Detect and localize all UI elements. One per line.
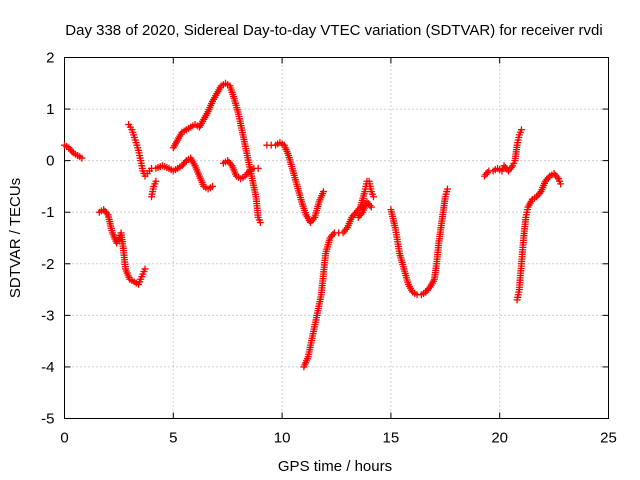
series-s8 <box>300 177 377 371</box>
series-s1 <box>61 141 86 162</box>
series-s3 <box>125 121 216 193</box>
y-tick-label: 2 <box>46 50 54 67</box>
data-point <box>517 126 525 134</box>
data-point <box>152 177 160 185</box>
y-tick-label: -4 <box>41 359 54 376</box>
data-point <box>369 193 377 201</box>
grid-lines <box>64 57 609 419</box>
plot-frame <box>64 57 609 419</box>
data-point <box>367 203 375 211</box>
chart-title: Day 338 of 2020, Sidereal Day-to-day VTE… <box>65 22 602 39</box>
data-point <box>319 188 327 196</box>
data-point <box>141 265 149 273</box>
series-s5 <box>169 79 264 227</box>
data-series <box>61 79 565 371</box>
series-s7 <box>263 139 327 227</box>
y-tick-label: -5 <box>41 411 54 428</box>
data-point <box>443 185 451 193</box>
x-tick-label: 10 <box>274 430 291 447</box>
data-point <box>78 154 86 162</box>
x-tick-label: 0 <box>60 430 68 447</box>
data-point <box>256 219 264 227</box>
series-s2 <box>95 206 149 288</box>
x-tick-label: 25 <box>600 430 617 447</box>
y-axis-label: SDTVAR / TECUs <box>7 178 24 298</box>
data-point <box>208 182 216 190</box>
x-tick-label: 20 <box>491 430 508 447</box>
y-tick-label: -3 <box>41 307 54 324</box>
y-tick-label: -1 <box>41 204 54 221</box>
y-tick-label: -2 <box>41 256 54 273</box>
series-s6 <box>219 157 262 183</box>
x-tick-labels: 0 5 10 15 20 25 <box>60 430 617 447</box>
y-tick-label: 1 <box>46 101 54 118</box>
x-tick-label: 15 <box>383 430 400 447</box>
series-s9 <box>354 198 375 221</box>
y-tick-labels: -5 -4 -3 -2 -1 0 1 2 <box>41 50 54 428</box>
series-s12 <box>513 170 565 304</box>
x-tick-label: 5 <box>169 430 177 447</box>
series-s11 <box>480 126 525 180</box>
data-point <box>254 164 262 172</box>
series-s4 <box>148 177 160 201</box>
y-tick-label: 0 <box>46 153 54 170</box>
x-axis-label: GPS time / hours <box>278 458 392 475</box>
data-point <box>557 180 565 188</box>
series-s10 <box>387 185 451 299</box>
